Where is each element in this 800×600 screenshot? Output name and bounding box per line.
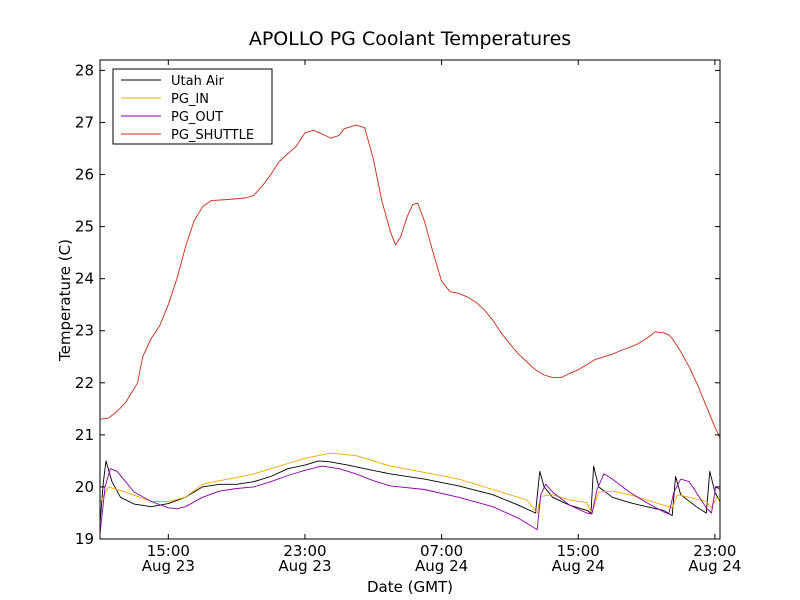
y-tick-label: 28 (75, 61, 94, 79)
x-tick-label-time: 15:00 (147, 542, 190, 560)
x-tick-label-date: Aug 24 (688, 557, 741, 575)
y-tick-label: 20 (75, 478, 94, 496)
x-tick-label-time: 15:00 (557, 542, 600, 560)
y-tick-label: 22 (75, 374, 94, 392)
x-tick-label-date: Aug 24 (415, 557, 468, 575)
series-line-pg-shuttle (99, 124, 721, 438)
x-axis-label: Date (GMT) (367, 578, 453, 596)
legend: Utah Air PG_IN PG_OUT PG_SHUTTLE (112, 68, 273, 145)
y-tick-label: 19 (75, 530, 94, 548)
y-tick-label: 24 (75, 270, 94, 288)
legend-box (112, 68, 273, 145)
axes-frame (99, 59, 721, 540)
series-line-utah-air (99, 460, 721, 524)
y-axis-label: Temperature (C) (56, 239, 74, 362)
x-tick-label-time: 07:00 (420, 542, 463, 560)
x-tick-label-time: 23:00 (283, 542, 326, 560)
x-tick-label-date: Aug 24 (552, 557, 605, 575)
y-tick-label: 25 (75, 218, 94, 236)
series-line-pg-in (99, 452, 721, 514)
y-tick-label: 26 (75, 166, 94, 184)
series-group (99, 124, 721, 534)
legend-label: PG_SHUTTLE (171, 128, 254, 143)
legend-label: PG_IN (171, 92, 209, 107)
y-tick-label: 23 (75, 322, 94, 340)
y-tick-label: 21 (75, 426, 94, 444)
x-tick-label-time: 23:00 (693, 542, 736, 560)
legend-label: PG_OUT (171, 110, 223, 125)
x-tick-label-date: Aug 23 (142, 557, 195, 575)
legend-label: Utah Air (171, 74, 224, 89)
y-tick-label: 27 (75, 113, 94, 131)
series-line-pg-out (99, 465, 721, 534)
x-tick-label-date: Aug 23 (278, 557, 331, 575)
chart-title: APOLLO PG Coolant Temperatures (249, 28, 571, 50)
